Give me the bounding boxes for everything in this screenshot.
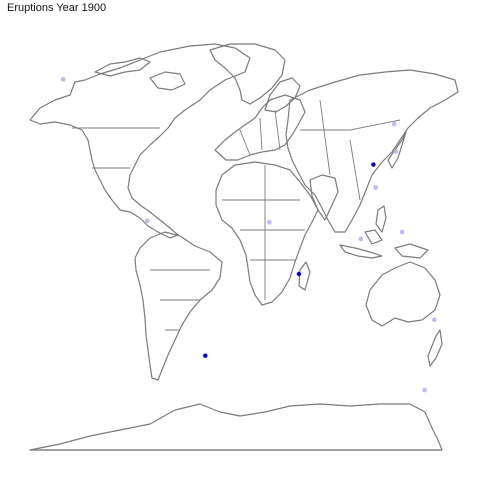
greenland <box>209 43 286 105</box>
eruption-points <box>60 77 437 393</box>
africa-borders <box>222 165 305 300</box>
eruption-point-taiwan-region <box>371 162 376 167</box>
madagascar <box>298 261 311 291</box>
eruption-point-mauritius-region <box>296 271 302 277</box>
eruption-point-ecuador <box>144 218 150 224</box>
eruption-point-new-guinea <box>399 229 405 235</box>
eruption-point-antarctica-ross <box>422 387 428 393</box>
eruption-point-east-africa <box>266 219 272 225</box>
south-america-borders <box>150 269 210 331</box>
india <box>309 174 339 221</box>
canadian-arctic-islands <box>94 57 186 91</box>
europe-borders <box>239 109 281 156</box>
africa <box>215 161 319 306</box>
land-outlines <box>29 43 459 451</box>
new-zealand <box>427 329 443 367</box>
country-borders <box>72 99 401 331</box>
asia-borders <box>300 99 401 201</box>
asia <box>285 69 459 233</box>
eruption-point-south-sandwich-region <box>203 353 208 358</box>
japan <box>387 131 407 169</box>
south-america <box>134 231 223 381</box>
scandinavia <box>264 77 301 113</box>
eruption-point-alaska <box>60 77 66 82</box>
eruption-point-indonesia-java <box>358 236 364 242</box>
philippines <box>375 205 387 233</box>
map-title: Eruptions Year 1900 <box>7 2 107 14</box>
eruption-point-izu-islands <box>393 149 399 155</box>
europe <box>214 94 306 161</box>
eruption-point-japan-honshu <box>391 121 397 127</box>
antarctica <box>29 403 443 451</box>
eruption-point-new-zealand <box>431 317 437 323</box>
north-america <box>29 43 251 239</box>
indonesia <box>339 229 429 259</box>
australia <box>365 261 441 327</box>
eruption-point-philippines <box>373 185 378 190</box>
